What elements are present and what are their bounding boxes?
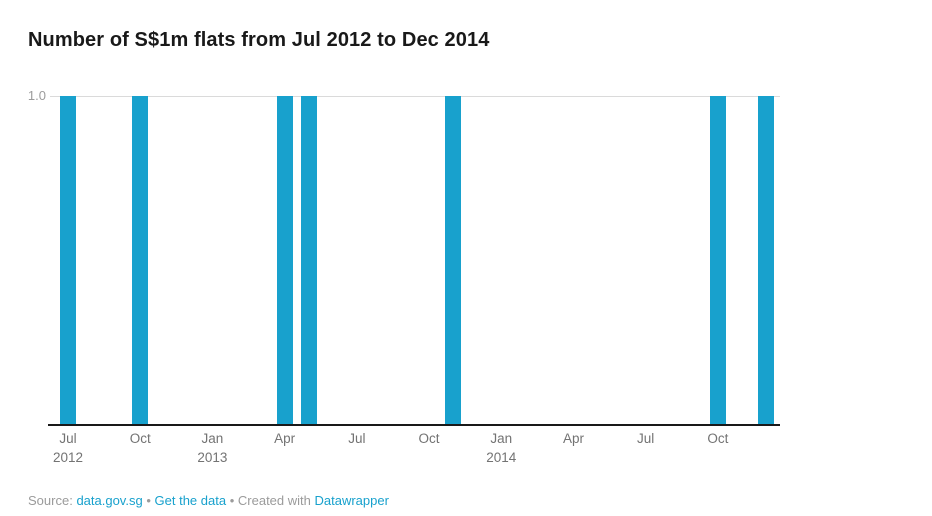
separator-dot: • <box>146 493 151 508</box>
x-tick-jan-2013: Jan 2013 <box>197 431 228 465</box>
bar-oct-2012 <box>132 96 149 425</box>
x-tick-oct: Oct <box>418 431 440 446</box>
x-tick-jul: Jul <box>348 431 366 446</box>
x-tick-apr: Apr <box>562 431 584 446</box>
get-data-link[interactable]: Get the data <box>154 493 227 508</box>
x-tick-jan-2014: Jan 2014 <box>486 431 517 465</box>
x-tick-apr: Apr <box>274 431 296 446</box>
separator-dot: • <box>229 493 235 508</box>
bar-oct-2014 <box>709 96 726 425</box>
chart-title: Number of S$1m flats from Jul 2012 to De… <box>28 29 490 51</box>
footer: Source: data.gov.sg • Get the data • Cre… <box>28 493 389 509</box>
datawrapper-link[interactable]: Datawrapper <box>314 493 389 508</box>
y-axis-tick-label: 1.0 <box>27 88 46 103</box>
x-axis-line <box>48 424 780 426</box>
x-tick-oct: Oct <box>129 431 151 446</box>
bar-may-2013 <box>300 96 317 425</box>
x-tick-jul: Jul <box>637 431 655 446</box>
x-tick-oct: Oct <box>707 431 729 446</box>
x-tick-jul-2012: Jul 2012 <box>52 431 84 465</box>
plot-area: 1.0 Jul 2012 Oct Jan 2013 Apr Jul Oct Jan 2014 Apr… <box>28 88 780 465</box>
source-link[interactable]: data.gov.sg <box>76 493 143 508</box>
bar-nov-2013 <box>445 96 462 425</box>
source-label: Source: <box>28 493 73 508</box>
created-with-label: Created with <box>237 493 311 508</box>
bar-jul-2012 <box>60 96 76 425</box>
bar-dec-2014 <box>758 96 775 425</box>
gridline-y-1 <box>50 96 780 97</box>
bar-apr-2013 <box>276 96 293 425</box>
